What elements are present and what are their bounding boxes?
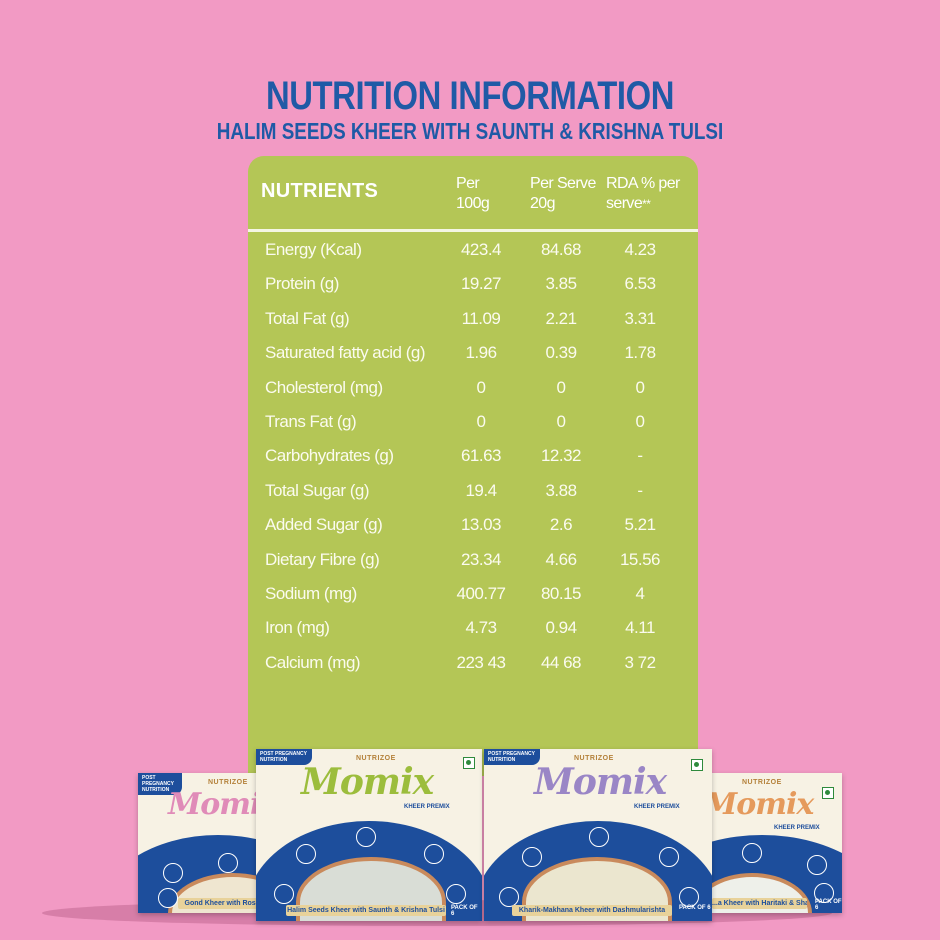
veg-mark-icon (463, 757, 475, 769)
table-row: Carbohydrates (g) 61.63 12.32- (265, 446, 643, 466)
benefit-icon (742, 843, 762, 863)
veg-mark-icon (822, 787, 834, 799)
benefit-icon (424, 844, 444, 864)
table-row: Iron (mg) 4.73 0.94 4.11 (265, 618, 655, 638)
table-row: Total Sugar (g) 19.4 3.88- (265, 480, 643, 500)
table-row: Saturated fatty acid (g) 1.96 0.39 1.78 (265, 343, 656, 363)
header-divider (248, 229, 698, 232)
benefit-icon (499, 887, 519, 907)
benefit-icon (356, 827, 376, 847)
benefit-icon (522, 847, 542, 867)
header-per-100g: Per 100g (456, 175, 490, 212)
table-body: Energy (Kcal) 423.4 84.68 4.23 Protein (g) 1… (248, 234, 698, 681)
product-box-kharik-makhana-kheer: POST PREGNANCY NUTRITION NUTRIZOE Momix … (484, 749, 712, 921)
momix-logo: Momix (712, 787, 814, 822)
benefit-icon (296, 844, 316, 864)
table-row: Total Fat (g) 11.09 2.21 3.31 (265, 308, 656, 328)
table-row: Trans Fat (g) 0 0 0 (265, 411, 645, 431)
page-title: NUTRITION INFORMATION (265, 74, 675, 118)
benefit-icon (679, 887, 699, 907)
benefit-icon (807, 855, 827, 875)
benefit-icon (446, 884, 466, 904)
table-row: Sodium (mg) 400.77 80.15 4 (265, 583, 645, 603)
nutrition-table: NUTRIENTS Per 100g Per Serve 20g RDA % p… (248, 156, 698, 776)
benefit-icon (589, 827, 609, 847)
benefit-icon (218, 853, 238, 873)
header-per-serve: Per Serve 20g (530, 175, 596, 212)
benefit-icon (274, 884, 294, 904)
benefit-icon (814, 883, 834, 903)
product-box-haritaki-kheer: NUTRIZOE Momix KHEER PREMIX ...a Kheer w… (712, 773, 842, 913)
benefit-icon (163, 863, 183, 883)
page-subtitle: HALIM SEEDS KHEER WITH SAUNTH & KRISHNA … (216, 118, 724, 144)
momix-logo: Momix (534, 761, 667, 803)
header-rda: RDA % per serve** (606, 175, 680, 212)
table-row: Calcium (mg) 223 43 44 68 3 72 (265, 652, 656, 672)
table-row: Protein (g) 19.27 3.85 6.53 (265, 274, 656, 294)
product-box-halim-kheer: POST PREGNANCY NUTRITION NUTRIZOE Momix … (256, 749, 482, 921)
table-row: Dietary Fibre (g) 23.34 4.66 15.56 (265, 549, 661, 569)
table-header: NUTRIENTS Per 100g Per Serve 20g RDA % p… (248, 156, 698, 228)
table-row: Energy (Kcal) 423.4 84.68 4.23 (265, 240, 656, 259)
veg-mark-icon (691, 759, 703, 771)
header-nutrients: NUTRIENTS (261, 180, 379, 202)
table-row: Added Sugar (g) 13.03 2.6 5.21 (265, 515, 656, 535)
table-row: Cholesterol (mg) 0 0 0 (265, 377, 645, 397)
benefit-icon (659, 847, 679, 867)
momix-logo: Momix (301, 761, 434, 803)
benefit-icon (158, 888, 178, 908)
